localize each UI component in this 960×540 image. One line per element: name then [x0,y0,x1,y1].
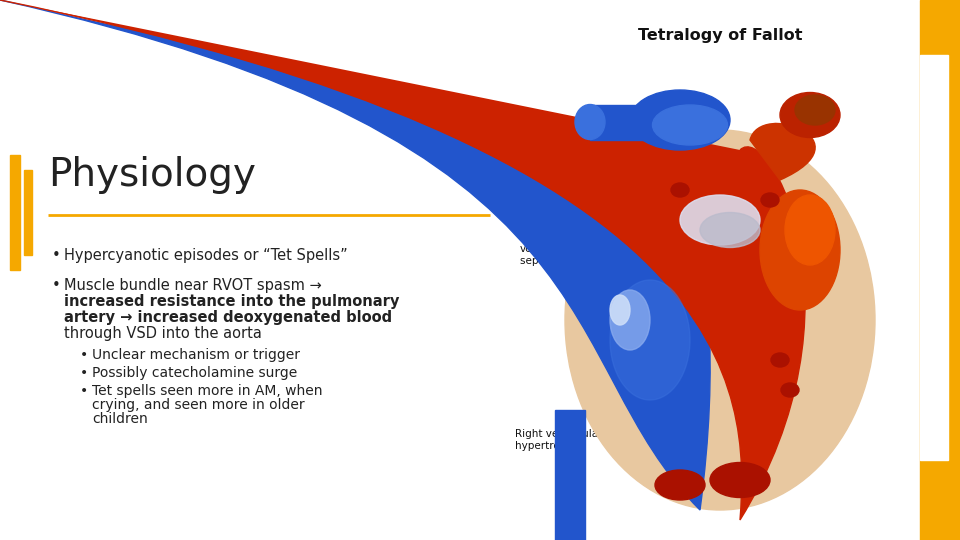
Text: crying, and seen more in older: crying, and seen more in older [92,398,304,412]
Text: •: • [52,248,60,263]
Ellipse shape [671,183,689,197]
Ellipse shape [610,295,630,325]
Ellipse shape [653,105,728,145]
Text: through VSD into the aorta: through VSD into the aorta [64,326,262,341]
Text: Tetralogy of Fallot: Tetralogy of Fallot [637,28,803,43]
Ellipse shape [575,105,605,139]
Ellipse shape [785,195,835,265]
Ellipse shape [710,462,770,497]
Bar [555,410,585,540]
Ellipse shape [680,195,760,245]
Text: increased resistance into the pulmonary: increased resistance into the pulmonary [64,294,399,309]
Text: •: • [80,384,88,398]
Text: ventricular
septal defect: ventricular septal defect [520,226,717,266]
Text: Muscle bundle near RVOT spasm →: Muscle bundle near RVOT spasm → [64,278,322,293]
Ellipse shape [781,383,799,397]
Text: Possibly catecholamine surge: Possibly catecholamine surge [92,366,298,380]
Text: Tet spells seen more in AM, when: Tet spells seen more in AM, when [92,384,323,398]
Bar [24,170,32,255]
Bar [10,155,20,270]
Text: Unclear mechanism or trigger: Unclear mechanism or trigger [92,348,300,362]
Ellipse shape [780,92,840,138]
PathPatch shape [0,135,710,540]
Bar [920,55,948,460]
Text: Hypercyanotic episodes or “Tet Spells”: Hypercyanotic episodes or “Tet Spells” [64,248,348,263]
Bar [590,105,680,140]
Ellipse shape [771,353,789,367]
Text: •: • [52,278,60,293]
Ellipse shape [565,130,875,510]
Text: children: children [92,412,148,426]
Text: Pulmonic
stenosis: Pulmonic stenosis [535,126,678,186]
Ellipse shape [610,290,650,350]
Ellipse shape [610,280,690,400]
Ellipse shape [761,193,779,207]
Text: Physiology: Physiology [48,156,256,194]
PathPatch shape [750,124,815,180]
Ellipse shape [700,213,760,247]
Ellipse shape [655,470,705,500]
PathPatch shape [0,147,805,540]
Text: Right ventricular
hypertrophy: Right ventricular hypertrophy [515,372,618,451]
Text: •: • [80,348,88,362]
Text: Overriding aorta: Overriding aorta [610,130,762,140]
Ellipse shape [630,90,730,150]
Text: •: • [80,366,88,380]
Ellipse shape [795,95,835,125]
Text: artery → increased deoxygenated blood: artery → increased deoxygenated blood [64,310,392,325]
Bar [920,0,960,540]
Ellipse shape [760,190,840,310]
